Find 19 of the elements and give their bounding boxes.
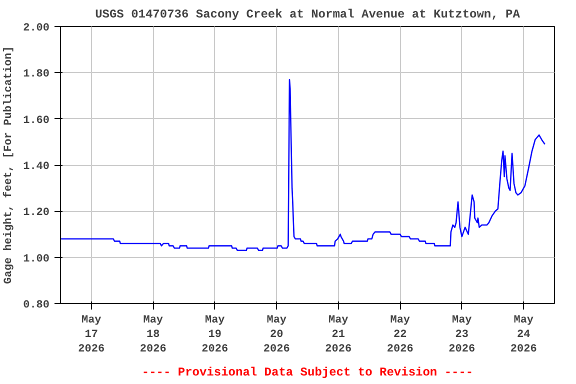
y-axis-title: Gage height, feet, [For Publication] bbox=[2, 46, 16, 284]
line-series bbox=[60, 78, 546, 252]
y-tick-label: 0.80 bbox=[23, 300, 50, 312]
y-tick-label: 1.00 bbox=[23, 253, 50, 266]
y-tick-label: 1.40 bbox=[23, 161, 50, 173]
x-tick-label: May 19 2026 bbox=[202, 314, 228, 356]
x-tick-label: May 23 2026 bbox=[448, 314, 476, 356]
y-tick-label: 1.20 bbox=[23, 207, 50, 220]
x-tick-label: May 17 2026 bbox=[78, 314, 105, 356]
text: ---- Provisional Data Subject to Revision ---- bbox=[142, 366, 474, 380]
y-tick-label: 1.80 bbox=[23, 68, 50, 81]
x-tick-label: May 18 2026 bbox=[140, 314, 166, 356]
x-tick-label: May 21 2026 bbox=[325, 314, 352, 356]
y-tick-label: 1.60 bbox=[23, 114, 50, 127]
x-tick-label: May 20 2026 bbox=[263, 314, 290, 356]
y-tick-label: 2.00 bbox=[23, 22, 50, 34]
chart-title: USGS 01470736 Sacony Creek at Normal Avenue at Kutztown, PA bbox=[95, 8, 521, 22]
x-tick-label: May 22 2026 bbox=[386, 314, 414, 356]
x-tick-label: May 24 2026 bbox=[510, 314, 537, 356]
